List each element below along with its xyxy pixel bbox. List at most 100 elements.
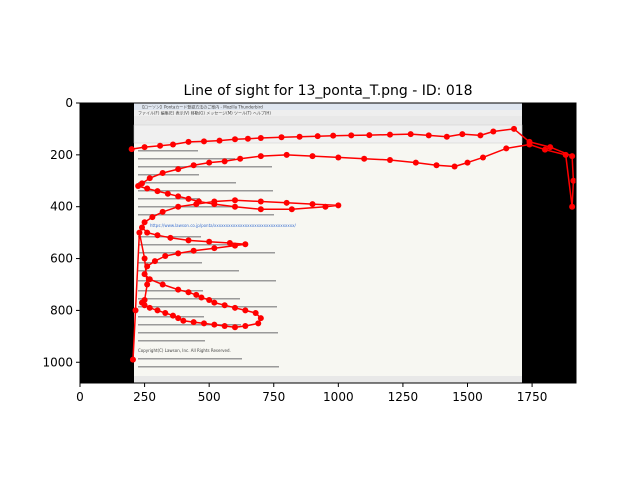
gaze-point	[211, 245, 218, 252]
gaze-point	[185, 289, 192, 296]
gaze-point	[526, 141, 533, 148]
gaze-point	[232, 203, 238, 210]
gaze-point	[569, 203, 576, 210]
screenshot-text-line	[138, 150, 198, 152]
screenshot-menubar	[134, 110, 522, 116]
gaze-point	[570, 177, 577, 184]
gaze-point	[154, 188, 161, 195]
gaze-point	[141, 144, 148, 151]
gaze-point	[433, 162, 440, 169]
gaze-point	[216, 137, 223, 144]
gaze-point	[144, 229, 151, 236]
x-tick-label: 750	[262, 390, 285, 404]
y-tick-label: 200	[50, 148, 73, 162]
gaze-point	[193, 201, 200, 208]
gaze-point	[180, 317, 187, 324]
gaze-point	[132, 307, 139, 314]
screenshot-background	[134, 103, 522, 383]
gaze-point	[139, 224, 145, 231]
screenshot-text-line	[138, 182, 236, 184]
gaze-point	[201, 320, 207, 327]
gaze-point	[283, 151, 290, 158]
gaze-point	[159, 281, 166, 288]
screenshot-text-line	[138, 270, 239, 272]
gaze-point	[144, 281, 151, 288]
gaze-point	[330, 132, 337, 139]
gaze-point	[314, 133, 321, 140]
gaze-point	[252, 310, 259, 316]
screenshot-toolbar	[134, 116, 522, 125]
gaze-point	[425, 132, 432, 139]
screenshot-text-line	[138, 290, 203, 292]
gaze-point	[242, 322, 249, 329]
gaze-point	[190, 319, 197, 326]
gaze-point	[162, 310, 169, 316]
gaze-point	[232, 324, 238, 331]
screenshot-text-line	[138, 298, 240, 300]
gaze-point	[309, 201, 316, 208]
gaze-point	[211, 299, 218, 306]
gaze-point	[412, 159, 419, 166]
gaze-point	[480, 154, 486, 161]
gaze-point	[232, 136, 238, 143]
screenshot-title-text: 【ローソン】Pontaカード登録方法のご案内 - Mozilla Thunder…	[140, 104, 263, 110]
gaze-point	[175, 193, 182, 200]
y-tick-label: 800	[50, 303, 73, 317]
gaze-point	[335, 154, 342, 161]
screenshot-text-line	[138, 262, 202, 264]
gaze-point	[459, 131, 466, 138]
gaze-point	[387, 131, 393, 138]
gaze-point	[335, 202, 342, 209]
gaze-point	[569, 153, 576, 160]
y-tick-label: 0	[65, 96, 73, 110]
screenshot-text-line	[138, 214, 274, 216]
gaze-point	[309, 153, 316, 160]
gaze-point	[443, 133, 450, 140]
gaze-point	[135, 182, 142, 189]
screenshot-text-line	[138, 190, 273, 192]
gaze-point	[141, 255, 148, 262]
gaze-point	[185, 138, 192, 145]
gaze-point	[193, 291, 200, 298]
gaze-point	[141, 219, 148, 226]
gaze-point	[154, 232, 161, 239]
gaze-point	[348, 132, 355, 139]
gaze-point	[296, 133, 303, 140]
screenshot-text-line	[138, 206, 237, 208]
gaze-point	[144, 263, 151, 270]
plot-area: 【ローソン】Pontaカード登録方法のご案内 - Mozilla Thunder…	[80, 103, 576, 383]
gaze-point	[129, 356, 136, 363]
gaze-point	[407, 131, 414, 138]
gaze-point	[232, 304, 238, 311]
gaze-point	[164, 190, 171, 197]
gaze-point	[366, 132, 373, 139]
gaze-point	[451, 163, 458, 170]
screenshot-text-line	[138, 252, 275, 254]
gaze-point	[144, 185, 151, 192]
gaze-point	[477, 132, 484, 139]
gaze-point	[242, 241, 249, 248]
gaze-point	[221, 158, 228, 165]
x-tick-label: 1250	[388, 390, 419, 404]
gaze-point	[159, 208, 166, 215]
gaze-point	[146, 175, 153, 182]
screenshot-text-line	[138, 244, 238, 246]
chart-title: Line of sight for 13_ponta_T.png - ID: 0…	[183, 83, 472, 99]
gaze-point	[232, 242, 238, 249]
gaze-point	[221, 322, 228, 329]
gaze-point	[159, 170, 166, 176]
gaze-point	[162, 252, 169, 259]
screenshot-text-line	[138, 280, 276, 282]
screenshot-text-line	[138, 324, 241, 326]
gaze-point	[257, 135, 264, 141]
gaze-point	[257, 315, 264, 322]
screenshot-text-line	[138, 158, 235, 160]
gaze-point	[167, 234, 174, 241]
gaze-point	[146, 304, 153, 311]
gaze-point	[361, 155, 368, 162]
gaze-point	[170, 141, 176, 148]
gaze-point	[387, 157, 393, 164]
gaze-point	[322, 203, 329, 210]
screenshot-copyright-text: Copyright(C) Lawson, Inc. All Rights Res…	[138, 348, 231, 353]
screenshot-statusbar	[134, 376, 522, 383]
